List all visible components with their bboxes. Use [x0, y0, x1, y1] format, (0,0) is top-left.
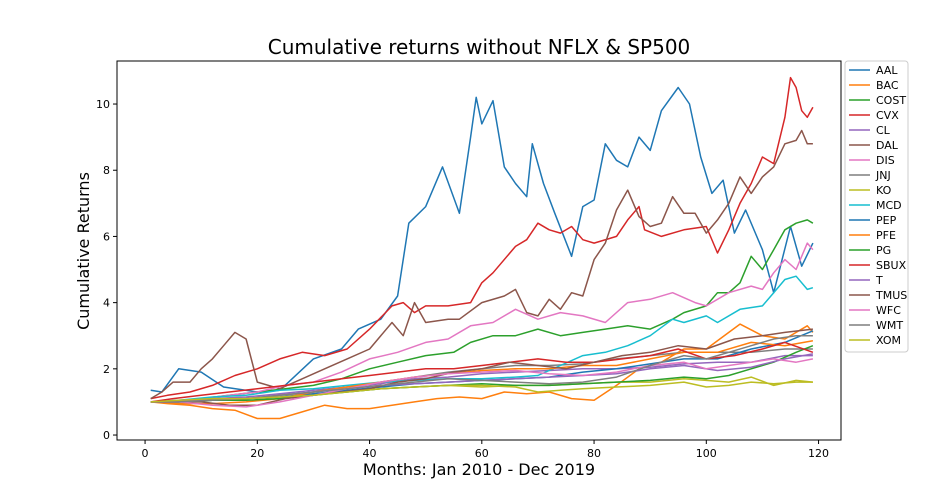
y-tick-label: 10 [96, 98, 110, 111]
legend-label-pep: PEP [876, 214, 897, 227]
x-axis-label: Months: Jan 2010 - Dec 2019 [363, 460, 595, 479]
legend-label-wmt: WMT [876, 319, 903, 332]
x-tick-label: 20 [250, 447, 264, 460]
series-line-pg [150, 345, 814, 403]
series-line-wmt [150, 334, 813, 403]
series-line-dal [150, 129, 813, 400]
legend-label-dal: DAL [876, 139, 899, 152]
series-line-bac [150, 323, 814, 420]
legend-label-xom: XOM [876, 334, 901, 347]
legend-label-mcd: MCD [876, 199, 902, 212]
series-line-mcd [150, 275, 814, 403]
y-tick-label: 4 [103, 297, 110, 310]
series-line-wfc [150, 358, 814, 408]
legend-label-sbux: SBUX [876, 259, 907, 272]
legend-label-pfe: PFE [876, 229, 896, 242]
legend-label-bac: BAC [876, 79, 899, 92]
y-axis-label: Cumulative Returns [74, 172, 93, 330]
legend-label-dis: DIS [876, 154, 895, 167]
y-tick-label: 0 [103, 429, 110, 442]
legend-label-jnj: JNJ [875, 169, 891, 182]
legend-label-wfc: WFC [876, 304, 901, 317]
legend-label-pg: PG [876, 244, 891, 257]
series-line-pfe [150, 339, 814, 405]
x-tick-label: 40 [363, 447, 377, 460]
x-tick-label: 60 [475, 447, 489, 460]
legend-label-ko: KO [876, 184, 892, 197]
x-tick-label: 80 [587, 447, 601, 460]
series-line-xom [150, 381, 813, 403]
legend-label-cl: CL [876, 124, 891, 137]
y-tick-label: 8 [103, 164, 110, 177]
legend-label-cvx: CVX [876, 109, 899, 122]
series-line-aal [150, 86, 814, 393]
plot-frame [116, 60, 842, 441]
x-tick-label: 100 [696, 447, 717, 460]
y-tick-label: 2 [103, 363, 110, 376]
series-line-cl [150, 354, 813, 403]
legend: AAL BAC COST CVX CL DAL DIS JNJ KO MCD PEP PFE PG SBU… [844, 60, 909, 353]
legend-label-t: T [875, 274, 883, 287]
legend-label-aal: AAL [876, 64, 898, 77]
legend-label-cost: COST [876, 94, 906, 107]
series-line-cost [150, 219, 814, 403]
x-tick-label: 0 [142, 447, 149, 460]
chart-title: Cumulative returns without NFLX & SP500 [268, 35, 691, 59]
plot-area [150, 76, 814, 420]
legend-label-tmus: TMUS [875, 289, 907, 302]
x-axis: 0 20 40 60 80 100 120 [142, 440, 829, 460]
y-axis: 0 2 4 6 8 10 [96, 98, 117, 442]
y-tick-label: 6 [103, 230, 110, 243]
x-tick-label: 120 [808, 447, 829, 460]
series-line-cvx [150, 76, 814, 400]
